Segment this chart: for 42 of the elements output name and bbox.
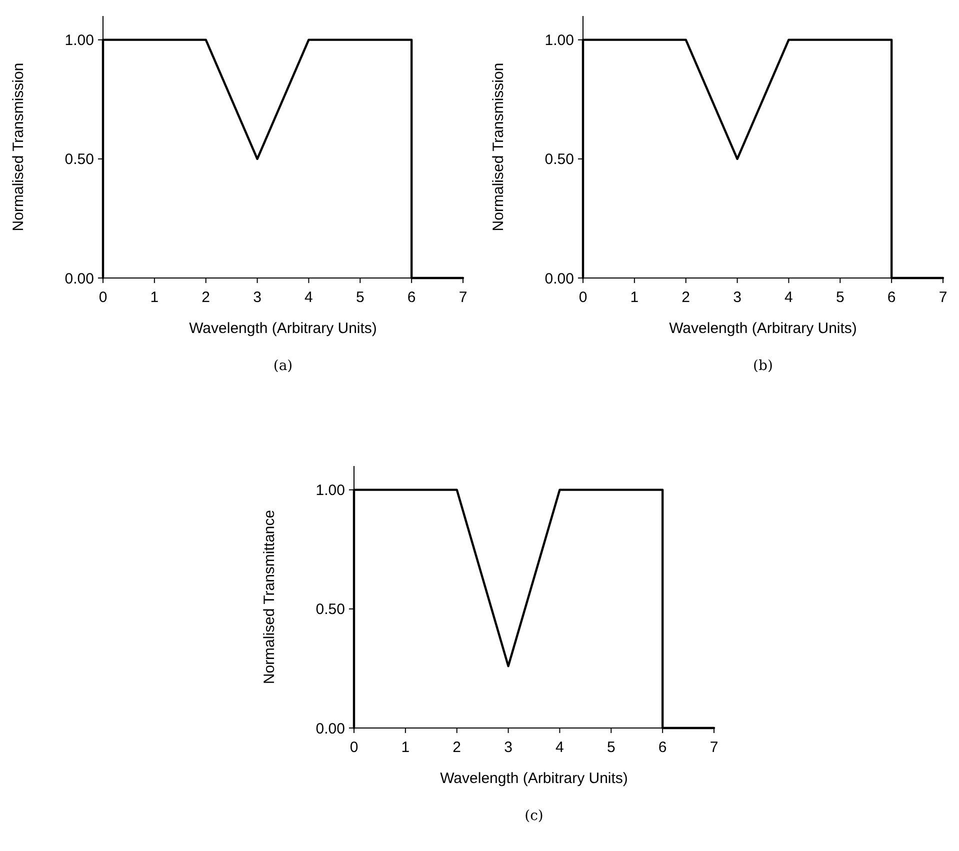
x-tick-label: 0	[350, 739, 358, 756]
x-tick-label: 3	[733, 289, 742, 306]
x-tick-label: 3	[504, 739, 512, 756]
y-tick-label: 1.00	[316, 482, 345, 500]
x-tick-label: 0	[98, 289, 108, 306]
x-tick-label: 1	[150, 289, 159, 306]
x-tick-label: 5	[606, 739, 616, 756]
y-tick-label: 1.00	[544, 32, 574, 50]
y-axis-title: Normalised Transmission	[490, 62, 507, 232]
y-tick-label: 0.50	[64, 151, 94, 168]
y-tick-label: 1.00	[64, 32, 94, 50]
x-tick-label: 6	[658, 739, 667, 756]
x-axis-title: Wavelength (Arbitrary Units)	[669, 320, 857, 337]
y-tick-label: 0.00	[316, 720, 345, 738]
x-tick-label: 4	[556, 739, 564, 756]
x-tick-label: 2	[452, 739, 462, 756]
x-tick-label: 2	[682, 289, 690, 306]
y-axis-title: Normalised Transmittance	[261, 510, 278, 684]
x-tick-label: 5	[356, 289, 364, 306]
x-tick-label: 0	[578, 289, 588, 306]
text: (a)	[273, 358, 293, 374]
x-axis-title: Wavelength (Arbitrary Units)	[440, 770, 628, 787]
x-tick-label: 2	[202, 289, 210, 306]
x-tick-label: 3	[253, 289, 262, 306]
x-axis-title: Wavelength (Arbitrary Units)	[189, 320, 377, 337]
y-tick-label: 0.00	[544, 270, 574, 288]
x-tick-label: 7	[458, 289, 468, 306]
x-tick-label: 1	[401, 739, 410, 756]
y-axis-title: Normalised Transmission	[10, 62, 27, 232]
x-tick-label: 7	[710, 739, 718, 756]
x-tick-label: 1	[630, 289, 639, 306]
x-tick-label: 7	[938, 289, 948, 306]
y-tick-label: 0.50	[544, 151, 574, 168]
x-tick-label: 5	[836, 289, 844, 306]
text: (c)	[524, 808, 544, 824]
x-tick-label: 6	[887, 289, 896, 306]
y-tick-label: 0.00	[64, 270, 94, 288]
x-tick-label: 4	[784, 289, 793, 306]
x-tick-label: 4	[304, 289, 313, 306]
y-tick-label: 0.50	[316, 601, 345, 618]
text: (b)	[753, 358, 773, 374]
x-tick-label: 6	[407, 289, 416, 306]
